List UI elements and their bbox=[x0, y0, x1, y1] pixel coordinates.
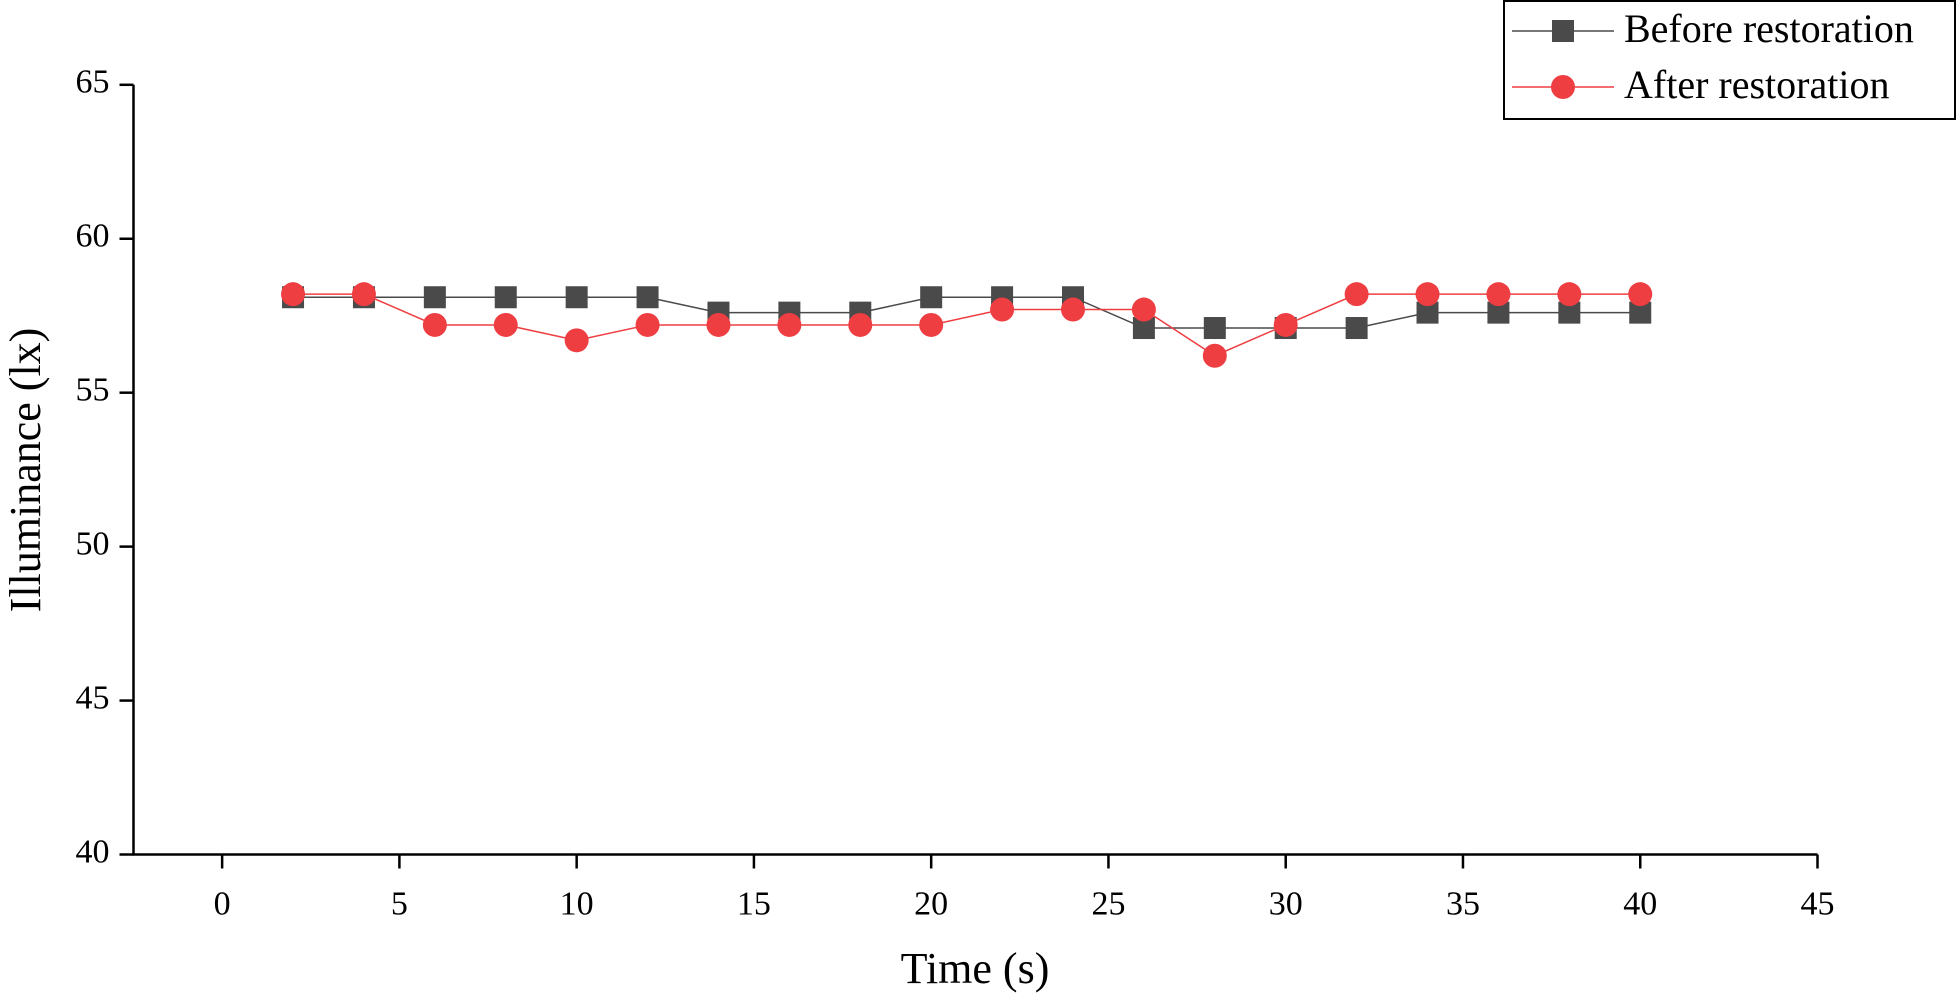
marker bbox=[1416, 301, 1439, 324]
marker bbox=[1486, 282, 1511, 307]
y-tick-label: 45 bbox=[76, 679, 110, 716]
legend-label: Before restoration bbox=[1624, 6, 1914, 51]
x-tick-label: 20 bbox=[914, 885, 948, 922]
marker bbox=[564, 328, 589, 353]
marker bbox=[1131, 297, 1156, 322]
marker bbox=[635, 312, 660, 337]
x-tick-label: 40 bbox=[1623, 885, 1657, 922]
marker bbox=[494, 286, 517, 309]
marker bbox=[777, 312, 802, 337]
x-tick-label: 10 bbox=[560, 885, 594, 922]
y-tick-label: 40 bbox=[76, 833, 110, 870]
marker bbox=[493, 312, 518, 337]
legend-box bbox=[1503, 0, 1956, 120]
x-tick-label: 5 bbox=[391, 885, 408, 922]
marker bbox=[706, 312, 731, 337]
marker bbox=[422, 312, 447, 337]
marker bbox=[1558, 301, 1581, 324]
marker bbox=[990, 297, 1015, 322]
marker bbox=[351, 282, 376, 307]
marker bbox=[920, 286, 943, 309]
marker bbox=[1628, 282, 1653, 307]
x-tick-label: 25 bbox=[1091, 885, 1125, 922]
x-tick-label: 45 bbox=[1801, 885, 1835, 922]
marker bbox=[1557, 282, 1582, 307]
x-axis-title: Time (s) bbox=[901, 944, 1050, 993]
marker bbox=[1202, 343, 1227, 368]
marker bbox=[1060, 297, 1085, 322]
marker bbox=[1203, 317, 1226, 340]
series-line bbox=[293, 296, 1641, 329]
legend-label: After restoration bbox=[1624, 62, 1889, 107]
marker bbox=[281, 282, 306, 307]
marker bbox=[848, 312, 873, 337]
x-tick-label: 35 bbox=[1446, 885, 1480, 922]
marker bbox=[1345, 317, 1368, 340]
y-tick-label: 55 bbox=[76, 371, 110, 408]
marker bbox=[1132, 317, 1155, 340]
marker bbox=[1344, 282, 1369, 307]
marker bbox=[1415, 282, 1440, 307]
marker bbox=[1552, 20, 1574, 42]
marker bbox=[1273, 312, 1298, 337]
marker bbox=[423, 286, 446, 309]
marker bbox=[919, 312, 944, 337]
marker bbox=[636, 286, 659, 309]
x-tick-label: 0 bbox=[214, 885, 231, 922]
marker bbox=[1487, 301, 1510, 324]
marker bbox=[565, 286, 588, 309]
y-axis-title: Illuminance (lx) bbox=[1, 328, 50, 613]
y-tick-label: 50 bbox=[76, 525, 110, 562]
marker bbox=[1551, 75, 1575, 99]
y-tick-label: 65 bbox=[76, 64, 110, 101]
x-tick-label: 30 bbox=[1269, 885, 1303, 922]
marker bbox=[1629, 301, 1652, 324]
y-tick-label: 60 bbox=[76, 218, 110, 255]
x-tick-label: 15 bbox=[737, 885, 771, 922]
